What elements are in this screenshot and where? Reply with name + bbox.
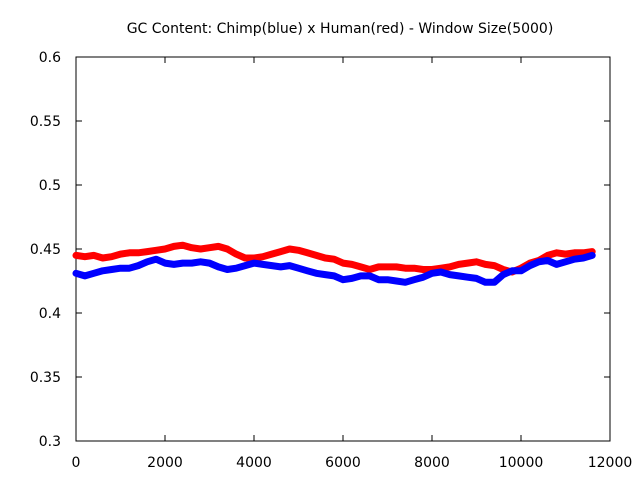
x-axis: 0 2000 4000 6000 8000 10000 12000 (72, 57, 633, 471)
x-tick-label: 0 (72, 455, 81, 471)
x-tick-label: 12000 (588, 455, 633, 471)
y-axis: 0.3 0.35 0.4 0.45 0.5 0.55 0.6 (30, 50, 610, 450)
series-line-1 (72, 251, 596, 286)
x-tick-label: 4000 (236, 455, 272, 471)
y-tick-label: 0.5 (39, 178, 61, 194)
y-tick-label: 0.35 (30, 370, 61, 386)
series-layer (72, 241, 596, 286)
y-tick-label: 0.6 (39, 50, 61, 66)
chart-title: GC Content: Chimp(blue) x Human(red) - W… (127, 21, 554, 37)
x-tick-label: 2000 (147, 455, 183, 471)
x-tick-label: 10000 (499, 455, 544, 471)
x-tick-label: 8000 (414, 455, 450, 471)
y-tick-label: 0.45 (30, 242, 61, 258)
y-tick-label: 0.55 (30, 114, 61, 130)
y-tick-label: 0.3 (39, 434, 61, 450)
y-tick-label: 0.4 (39, 306, 61, 322)
x-tick-label: 6000 (325, 455, 361, 471)
